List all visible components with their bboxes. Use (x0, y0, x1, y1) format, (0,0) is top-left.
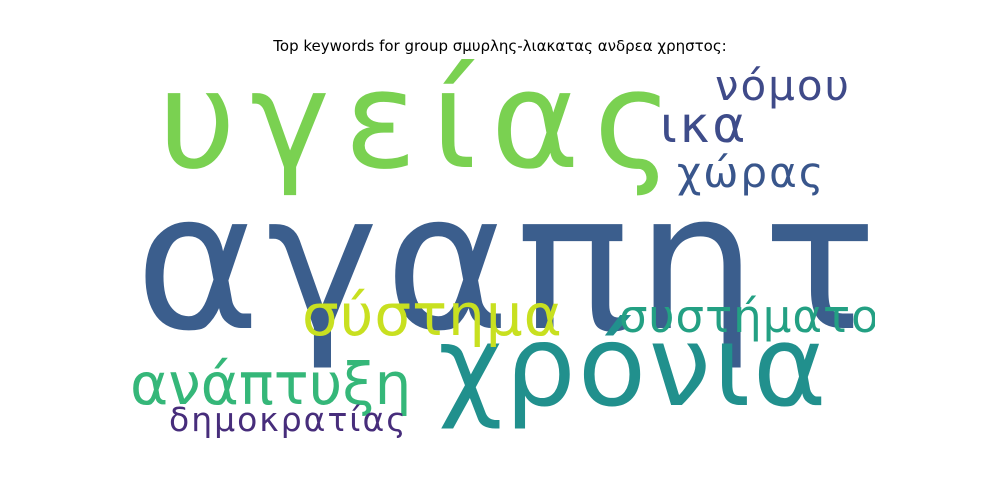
word-dimokratias: δημοκρατίας (169, 400, 408, 439)
word-systima: σύστημα (302, 281, 563, 349)
word-choras: χώρας (677, 148, 826, 197)
word-cloud: αγαπητοί υγείας χρόνια σύστημα ανάπτυξη … (125, 58, 875, 448)
word-nomou: νόμου (715, 61, 851, 110)
word-chronia: χρόνια (438, 302, 829, 432)
word-ika: ικα (660, 96, 749, 154)
word-agapitoi: αγαπητοί (135, 152, 875, 373)
word-ygeias: υγείας (158, 58, 687, 199)
chart-title: Top keywords for group σμυρλης-λιακατας … (273, 37, 727, 55)
word-systimatos: συστήματος (619, 290, 875, 343)
word-anaptyxi: ανάπτυξη (130, 350, 412, 418)
